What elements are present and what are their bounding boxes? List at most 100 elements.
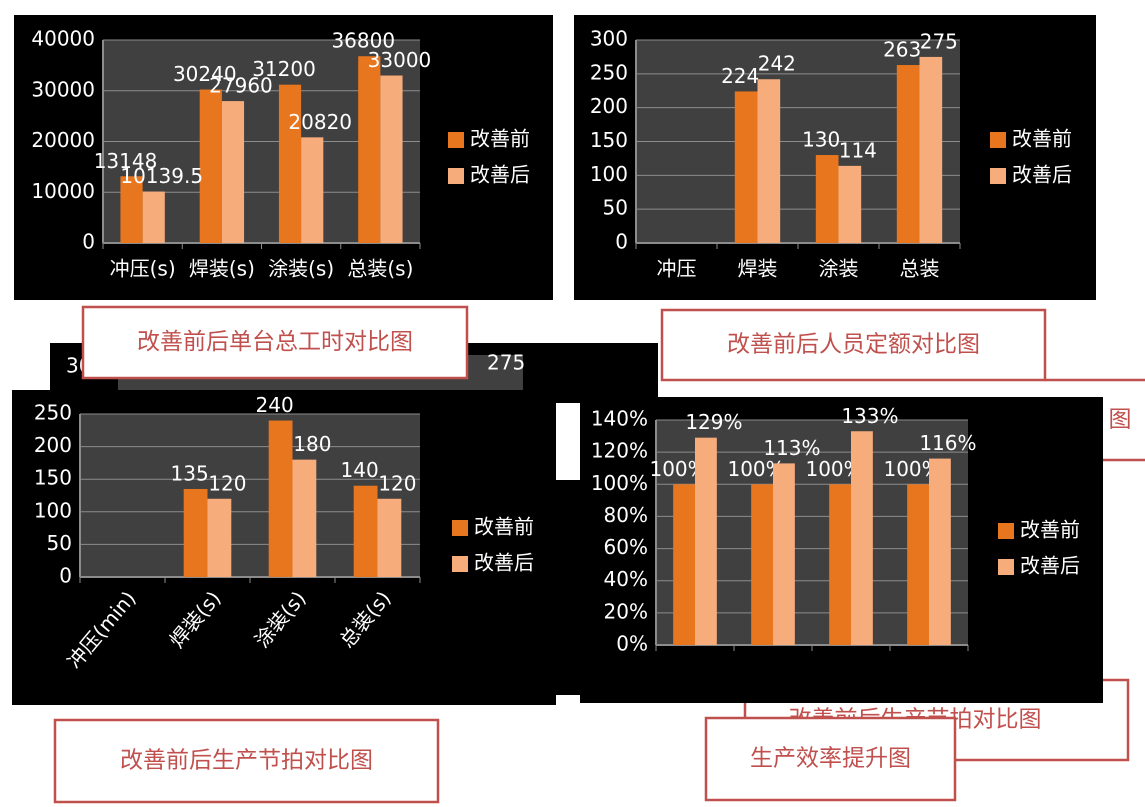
legend-label: 改善前: [470, 127, 530, 151]
legend-label: 改善前: [474, 515, 534, 539]
value-label: 129%: [685, 410, 742, 434]
bar: [815, 155, 839, 243]
value-label: 20820: [288, 110, 352, 134]
value-label: 240: [256, 393, 294, 417]
bar: [120, 176, 143, 243]
caption-text: 改善前后单台总工时对比图: [137, 329, 413, 355]
y-tick-label: 150: [34, 466, 72, 490]
bar: [773, 463, 795, 645]
bar: [907, 484, 929, 645]
bar: [751, 484, 773, 645]
value-label: 120: [378, 471, 416, 495]
y-tick-label: 50: [603, 196, 628, 220]
bar: [268, 420, 293, 577]
y-tick-label: 10000: [31, 179, 95, 203]
y-tick-label: 250: [590, 60, 628, 84]
y-tick-label: 40%: [604, 567, 648, 591]
bar: [221, 101, 245, 243]
fragment-text: 275: [487, 351, 525, 375]
y-tick-label: 40000: [31, 27, 95, 51]
y-tick-label: 20%: [604, 599, 648, 623]
bar: [380, 75, 403, 244]
bar: [207, 498, 232, 577]
y-tick-label: 200: [34, 433, 72, 457]
legend-label: 改善前: [1020, 518, 1080, 542]
value-label: 140: [341, 458, 379, 482]
fragment-text: 图: [1109, 407, 1132, 433]
caption-text: 改善前后生产节拍对比图: [120, 748, 373, 774]
caption-box: [660, 308, 1047, 382]
caption-box: [704, 716, 957, 802]
y-tick-label: 120%: [591, 439, 648, 463]
bar: [292, 459, 317, 577]
legend-label: 改善后: [1020, 554, 1080, 578]
value-label: 113%: [763, 436, 820, 460]
bar: [377, 498, 402, 577]
y-tick-label: 50: [47, 531, 72, 555]
legend-label: 改善后: [470, 163, 530, 187]
y-tick-label: 0: [615, 230, 628, 254]
legend-label: 改善后: [1012, 163, 1072, 187]
value-label: 114: [839, 138, 877, 162]
value-label: 130: [802, 128, 840, 152]
bar: [358, 56, 381, 243]
bar: [851, 431, 873, 645]
y-tick-label: 0: [59, 564, 72, 588]
legend-swatch: [448, 132, 464, 148]
y-tick-label: 30000: [31, 77, 95, 101]
x-tick-label: 冲压: [657, 257, 697, 281]
x-tick-label: 涂装(s): [268, 257, 334, 281]
y-tick-label: 20000: [31, 128, 95, 152]
value-label: 242: [758, 52, 796, 76]
caption-text: 生产效率提升图: [750, 746, 911, 772]
legend-label: 改善前: [1012, 127, 1072, 151]
cover: [580, 660, 1103, 703]
y-tick-label: 140%: [591, 407, 648, 431]
y-tick-label: 300: [590, 27, 628, 51]
y-tick-label: 100: [590, 162, 628, 186]
value-label: 224: [721, 64, 759, 88]
value-label: 180: [293, 432, 331, 456]
y-tick-label: 80%: [604, 503, 648, 527]
bar: [278, 84, 302, 243]
x-tick-label: 焊装(s): [189, 257, 255, 281]
bar: [695, 437, 717, 645]
value-label: 33000: [368, 48, 432, 72]
bar: [734, 91, 758, 243]
bar: [757, 79, 781, 243]
bar: [829, 484, 851, 645]
legend-swatch: [452, 520, 468, 536]
bar: [838, 165, 862, 243]
y-tick-label: 60%: [604, 535, 648, 559]
x-tick-label: 涂装: [819, 257, 859, 281]
bar: [183, 488, 208, 577]
value-label: 263: [883, 38, 921, 62]
y-tick-label: 250: [34, 401, 72, 425]
x-tick-label: 冲压(s): [110, 257, 176, 281]
value-label: 116%: [919, 431, 976, 455]
y-tick-label: 0%: [616, 632, 648, 656]
value-label: 275: [920, 29, 958, 53]
bar: [896, 65, 920, 243]
bar: [353, 485, 378, 577]
y-tick-label: 100: [34, 498, 72, 522]
value-label: 120: [208, 471, 246, 495]
caption-text: 改善前后人员定额对比图: [727, 332, 980, 358]
bar: [301, 137, 324, 243]
value-label: 30240: [173, 62, 237, 86]
legend-swatch: [998, 523, 1014, 539]
x-tick-label: 总装: [900, 257, 940, 281]
x-tick-label: 焊装: [738, 257, 778, 281]
bar: [919, 56, 943, 243]
value-label: 135: [171, 461, 209, 485]
bar: [142, 191, 165, 243]
value-label: 27960: [209, 74, 273, 98]
bar: [929, 458, 951, 645]
legend-swatch: [990, 132, 1006, 148]
legend-label: 改善后: [474, 551, 534, 575]
caption-box: [53, 718, 440, 804]
value-label: 36800: [331, 29, 395, 53]
bar: [199, 89, 222, 243]
value-label: 10139.5: [120, 164, 203, 188]
